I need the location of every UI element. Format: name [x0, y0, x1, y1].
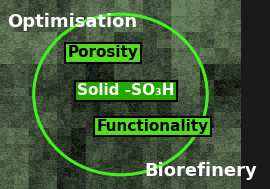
Text: Biorefinery: Biorefinery	[144, 162, 257, 180]
Text: Solid -SO₃H: Solid -SO₃H	[77, 83, 175, 98]
Text: Porosity: Porosity	[68, 45, 138, 60]
Text: Optimisation: Optimisation	[7, 13, 137, 31]
Text: Functionality: Functionality	[96, 119, 208, 134]
